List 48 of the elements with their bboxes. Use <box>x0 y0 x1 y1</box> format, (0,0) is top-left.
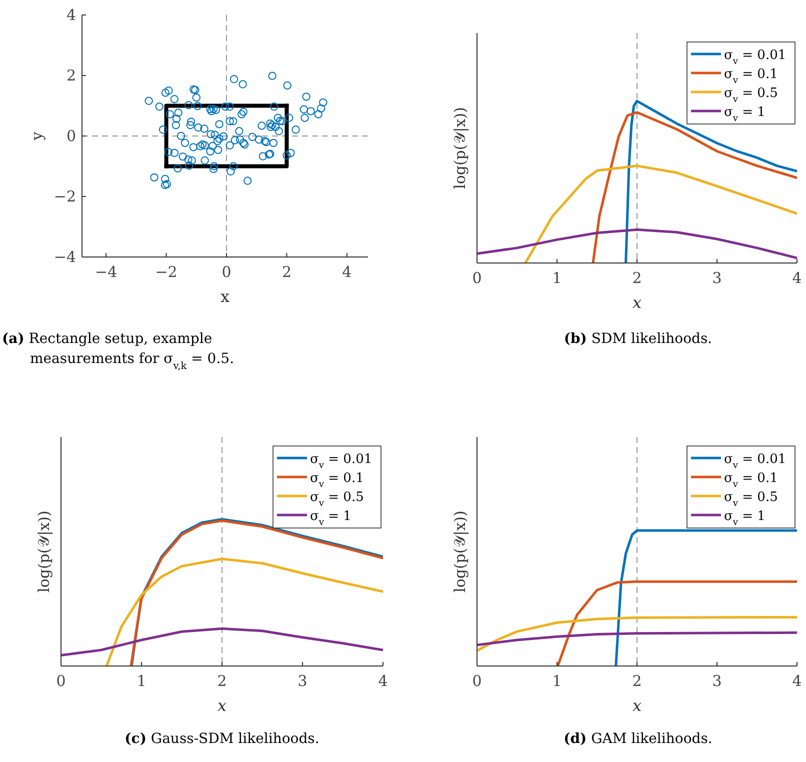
x-tick-label: 0 <box>222 263 232 281</box>
x-tick-label: 0 <box>472 672 482 690</box>
x-axis-title: x <box>632 293 642 312</box>
y-axis-title: y <box>28 131 46 142</box>
text: (d) GAM likelihoods. <box>564 731 712 747</box>
x-axis-title: x <box>632 696 642 715</box>
x-tick-label: 3 <box>712 672 722 690</box>
legend-label: σ$_{v}$ = 1 <box>724 105 766 124</box>
x-tick-label: 1 <box>552 672 562 690</box>
legend-label: σ$_{v}$ = 0.5 <box>310 490 364 509</box>
y-axis-title: log(p(𝒴|x)) <box>451 510 469 592</box>
y-tick-label: 4 <box>66 6 76 24</box>
x-tick-label: 1 <box>136 672 146 690</box>
y-tick-label: 0 <box>66 127 76 145</box>
x-tick-label: 1 <box>552 269 562 287</box>
x-tick-label: 4 <box>378 672 388 690</box>
x-tick-label: −2 <box>155 263 178 281</box>
y-axis-title: log(p(𝒴|x)) <box>35 510 53 592</box>
text: (c) Gauss-SDM likelihoods. <box>124 731 320 747</box>
x-tick-label: 3 <box>712 269 722 287</box>
y-tick-label: 2 <box>66 66 76 84</box>
text: (b) SDM likelihoods. <box>564 331 712 347</box>
x-tick-label: 3 <box>298 672 308 690</box>
text: (a) Rectangle setup, example measurements for σ$_{v,k}$ = 0.5. <box>2 331 234 372</box>
x-tick-label: 4 <box>342 263 352 281</box>
legend-label: σ$_{v}$ = 0.1 <box>724 471 778 490</box>
legend-label: σ$_{v}$ = 0.01 <box>310 452 372 471</box>
x-tick-label: 2 <box>282 263 292 281</box>
x-axis-title: x <box>220 287 230 306</box>
legend-label: σ$_{v}$ = 0.1 <box>724 67 778 86</box>
legend-label: σ$_{v}$ = 1 <box>724 509 766 528</box>
x-axis-title: x <box>217 696 227 715</box>
x-tick-label: 4 <box>792 269 802 287</box>
y-axis-title: log(p(𝒴|x)) <box>451 107 469 189</box>
x-tick-label: 0 <box>472 269 482 287</box>
y-tick-label: −2 <box>54 188 76 206</box>
x-tick-label: 2 <box>632 269 642 287</box>
legend-label: σ$_{v}$ = 0.01 <box>724 452 786 471</box>
x-tick-label: 2 <box>632 672 642 690</box>
legend-label: σ$_{v}$ = 0.1 <box>310 471 364 490</box>
x-tick-label: 4 <box>792 672 802 690</box>
x-tick-label: 2 <box>217 672 227 690</box>
legend-label: σ$_{v}$ = 0.5 <box>724 86 778 105</box>
x-tick-label: −4 <box>95 263 118 281</box>
legend-label: σ$_{v}$ = 1 <box>310 509 352 528</box>
legend-label: σ$_{v}$ = 0.01 <box>724 48 786 67</box>
legend-label: σ$_{v}$ = 0.5 <box>724 490 778 509</box>
y-tick-label: −4 <box>54 248 76 266</box>
